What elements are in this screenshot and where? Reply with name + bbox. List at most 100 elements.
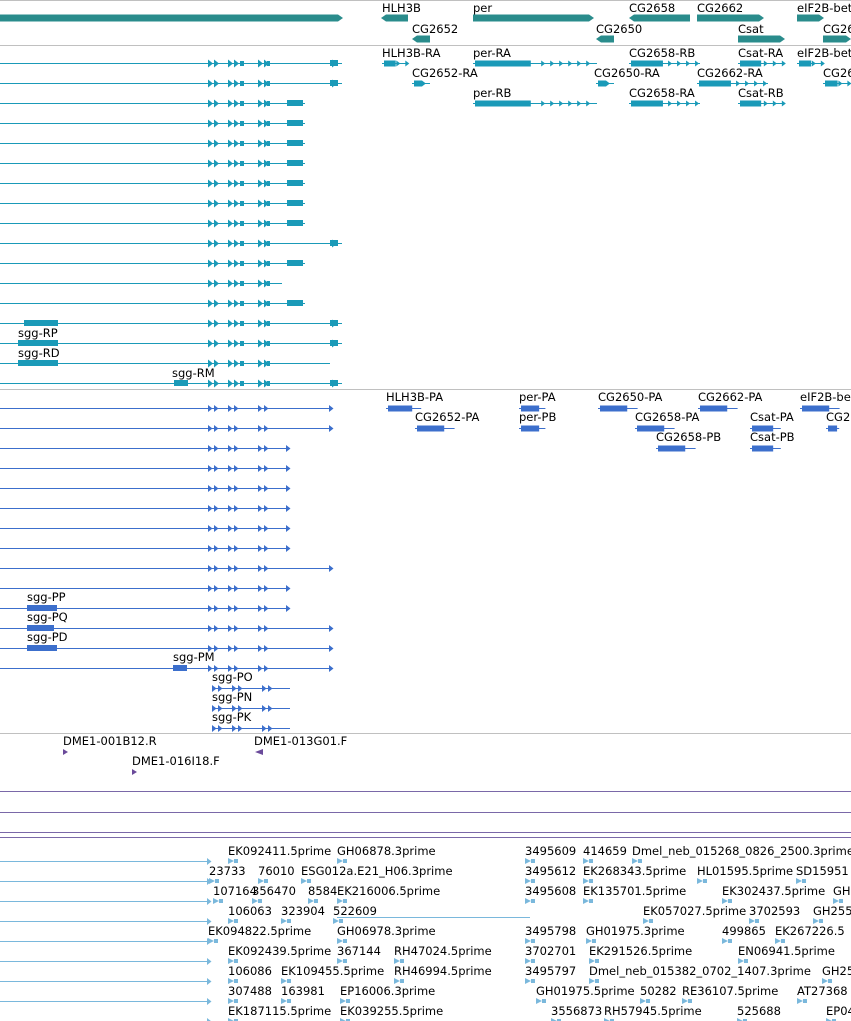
est-marker[interactable] [682,998,688,1004]
est-marker[interactable] [589,958,595,964]
est-marker[interactable] [797,998,803,1004]
est-marker[interactable] [722,938,728,944]
est-marker[interactable] [525,938,531,944]
est-marker[interactable] [340,998,346,1004]
est-marker[interactable] [340,1018,346,1021]
est-marker[interactable] [208,938,214,944]
est-marker[interactable] [586,938,592,944]
clone-label: DME1-001B12.R [63,734,157,748]
strand-arrow [207,898,212,905]
gene-bar[interactable] [697,14,764,22]
est-marker[interactable] [337,938,343,944]
est-label: 50282 [640,984,677,998]
est-marker[interactable] [525,898,531,904]
exon-block [700,405,728,412]
clone-marker[interactable] [132,769,137,775]
clone-marker[interactable] [63,749,68,755]
est-marker[interactable] [826,1018,832,1021]
strand-arrow [214,425,219,432]
est-marker[interactable] [583,898,589,904]
est-marker[interactable] [228,978,234,984]
est-marker[interactable] [738,958,744,964]
est-marker[interactable] [337,858,343,864]
est-marker[interactable] [337,898,343,904]
strand-arrow [207,1018,211,1021]
est-marker[interactable] [632,858,638,864]
gene-bar[interactable] [473,14,594,22]
est-marker[interactable] [281,998,287,1004]
strand-arrow [214,199,219,208]
strand-arrow [745,80,750,87]
strand-arrow [214,339,219,348]
est-marker[interactable] [209,878,215,884]
est-marker[interactable] [525,958,531,964]
exon [240,141,244,146]
exon [240,341,244,346]
est-block [743,1019,747,1021]
est-marker[interactable] [252,898,258,904]
est-marker[interactable] [749,918,755,924]
strand-arrow [329,665,334,672]
est-marker[interactable] [394,978,400,984]
strand-arrow [258,319,263,328]
est-marker[interactable] [258,878,264,884]
est-marker[interactable] [308,898,314,904]
gene-bar[interactable] [596,35,614,43]
mrna-label: HLH3B-RA [382,46,441,60]
strand-arrow [228,465,233,472]
est-marker[interactable] [813,918,819,924]
est-marker[interactable] [551,1018,557,1021]
gene-bar[interactable] [738,35,785,43]
strand-arrow [207,958,212,965]
est-marker[interactable] [589,978,595,984]
est-marker[interactable] [775,938,781,944]
est-marker[interactable] [213,898,219,904]
strand-arrow [228,159,233,168]
gene-bar[interactable] [823,35,851,43]
est-marker[interactable] [583,858,589,864]
est-marker[interactable] [394,958,400,964]
est-marker[interactable] [301,878,307,884]
gene-bar-sgg[interactable] [0,14,343,22]
est-marker[interactable] [722,898,728,904]
est-marker[interactable] [822,978,828,984]
strand-arrow [396,60,401,67]
est-marker[interactable] [536,998,542,1004]
est-marker[interactable] [228,858,234,864]
est-marker[interactable] [333,918,339,924]
est-marker[interactable] [228,1018,234,1021]
strand-arrow [264,219,269,228]
gene-bar[interactable] [412,35,430,43]
est-block [307,879,311,883]
exon [240,241,244,246]
est-block [531,859,535,863]
est-marker[interactable] [525,878,531,884]
strand-arrow [264,425,269,432]
est-marker[interactable] [281,978,287,984]
est-marker[interactable] [737,1018,743,1021]
est-marker[interactable] [525,858,531,864]
gene-bar[interactable] [629,14,690,22]
est-marker[interactable] [228,998,234,1004]
est-marker[interactable] [697,878,703,884]
est-marker[interactable] [583,878,589,884]
gene-bar[interactable] [381,14,408,22]
est-marker[interactable] [525,978,531,984]
clone-marker[interactable] [255,749,263,755]
exon-block [475,60,531,67]
strand-arrow [228,605,233,612]
est-marker[interactable] [833,898,839,904]
est-marker[interactable] [604,1018,610,1021]
est-marker[interactable] [643,918,649,924]
est-marker[interactable] [281,918,287,924]
est-marker[interactable] [337,958,343,964]
strand-arrow [208,565,213,572]
gene-bar[interactable] [797,14,824,22]
exon [240,361,244,366]
est-marker[interactable] [796,878,802,884]
est-marker[interactable] [228,958,234,964]
est-block [264,879,268,883]
est-marker[interactable] [640,998,646,1004]
strand-arrow [214,59,219,68]
est-marker[interactable] [228,918,234,924]
